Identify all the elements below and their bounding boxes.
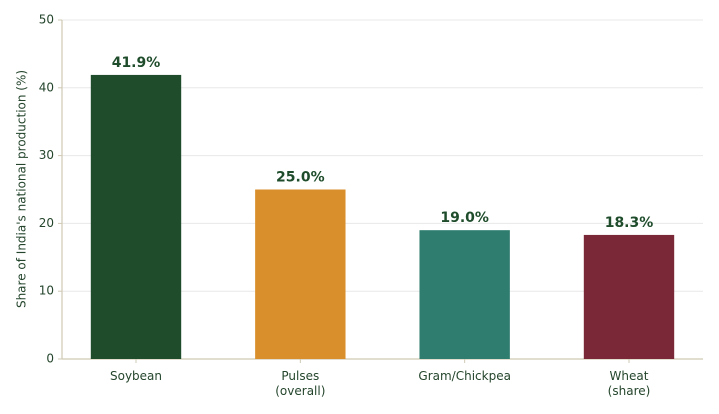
value-label: 25.0%: [276, 170, 325, 186]
y-tick-label: 20: [39, 216, 54, 230]
x-tick-label: Wheat (share): [608, 369, 651, 398]
bar: [90, 74, 182, 359]
y-tick-label: 50: [39, 13, 54, 27]
x-tick-label: Soybean: [110, 369, 162, 383]
x-tick-label: Gram/Chickpea: [418, 369, 511, 383]
value-label: 18.3%: [605, 215, 654, 231]
value-label: 19.0%: [440, 210, 489, 226]
bar: [255, 189, 346, 359]
bar: [419, 230, 510, 359]
bar: [583, 234, 675, 359]
y-tick-label: 30: [39, 148, 54, 162]
y-tick-label: 40: [39, 80, 54, 94]
y-tick-label: 10: [39, 284, 54, 298]
x-tick-label: Pulses (overall): [275, 369, 325, 398]
y-tick-label: 0: [46, 352, 54, 366]
value-label: 41.9%: [112, 55, 161, 71]
y-axis-label: Share of India's national production (%): [15, 70, 29, 308]
